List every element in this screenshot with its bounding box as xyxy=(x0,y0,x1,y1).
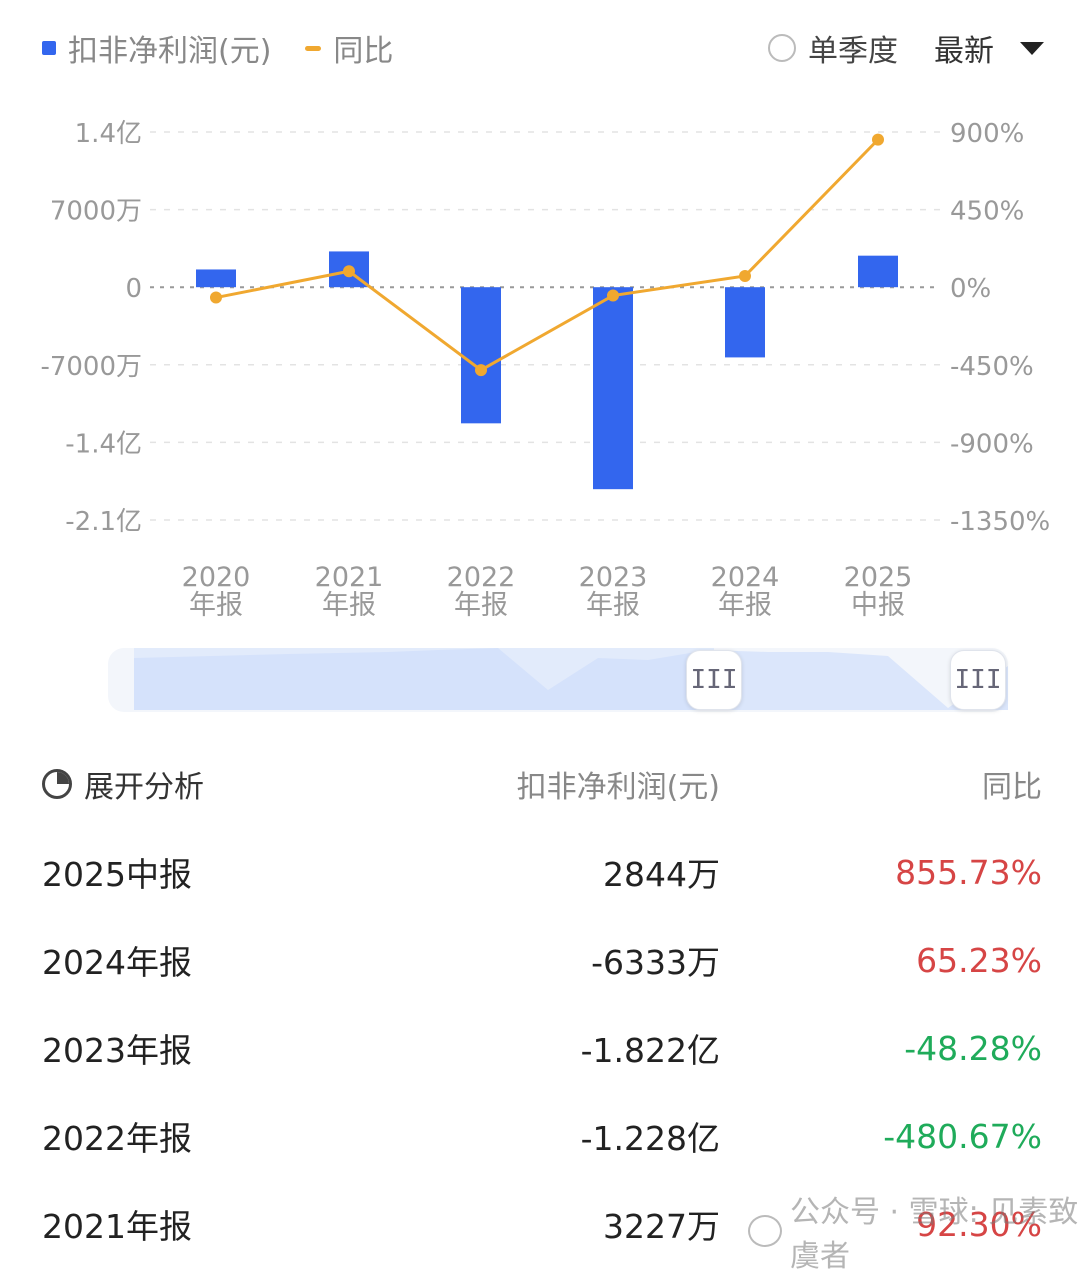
data-table: 2025中报 2844万 855.73% 2024年报 -6333万 65.23… xyxy=(42,828,1042,1268)
expand-analysis-label: 展开分析 xyxy=(84,770,204,805)
x-tick-label-type: 中报 xyxy=(851,590,905,621)
right-axis-tick-label: -450% xyxy=(950,352,1034,382)
row-yoy: -48.28% xyxy=(904,1028,1042,1068)
chart-legend: 扣非净利润(元) 同比 xyxy=(42,22,427,74)
watermark-text: 公众号 · 雪球: 见素致虞者 xyxy=(789,1195,1079,1274)
bar-2020年报[interactable] xyxy=(196,269,236,288)
row-yoy: -480.67% xyxy=(883,1116,1042,1156)
x-tick-label-type: 年报 xyxy=(718,590,772,621)
legend-bar-label: 扣非净利润(元) xyxy=(68,34,272,69)
bar-2023年报[interactable] xyxy=(593,287,633,490)
row-period: 2025中报 xyxy=(42,855,192,894)
column-header-value: 扣非净利润(元) xyxy=(516,770,720,805)
x-tick-label-year: 2022 xyxy=(447,562,516,593)
x-tick-label-year: 2025 xyxy=(844,562,913,593)
legend-line-label: 同比 xyxy=(333,34,394,69)
yoy-point-2025中报[interactable] xyxy=(872,133,884,146)
row-value: -1.228亿 xyxy=(580,1119,720,1158)
x-tick-label-year: 2024 xyxy=(711,562,780,593)
yoy-point-2022年报[interactable] xyxy=(475,364,487,377)
x-tick-label-type: 年报 xyxy=(454,590,508,621)
chevron-down-icon[interactable] xyxy=(1020,41,1044,55)
slider-end-handle[interactable]: III xyxy=(950,650,1006,710)
left-axis-tick-label: -1.4亿 xyxy=(65,429,142,459)
table-header: 展开分析 扣非净利润(元) 同比 xyxy=(42,756,1042,812)
right-axis-tick-label: -900% xyxy=(950,429,1034,459)
x-tick-label-type: 年报 xyxy=(189,590,243,621)
legend-item-bar[interactable]: 扣非净利润(元) xyxy=(42,26,271,70)
yoy-line xyxy=(215,138,880,372)
bar-swatch xyxy=(42,41,56,55)
yoy-point-2021年报[interactable] xyxy=(343,265,355,278)
x-tick-label-year: 2023 xyxy=(579,562,648,593)
row-yoy: 65.23% xyxy=(916,940,1042,980)
row-value: -1.822亿 xyxy=(580,1031,720,1070)
profit-chart: 1.4亿 7000万 0 -7000万 -1.4亿 -2.1亿 900% 450% 0% -450… xyxy=(40,119,1050,621)
x-tick-label-type: 年报 xyxy=(586,590,640,621)
row-yoy: 855.73% xyxy=(895,852,1042,892)
row-period: 2021年报 xyxy=(42,1207,192,1246)
expand-analysis-button[interactable]: 展开分析 xyxy=(42,762,204,806)
right-axis-tick-label: 0% xyxy=(950,274,991,304)
slider-start-handle[interactable]: III xyxy=(686,650,742,710)
table-row[interactable]: 2024年报 -6333万 65.23% xyxy=(42,916,1042,1004)
bar-2024年报[interactable] xyxy=(725,287,765,358)
left-axis-tick-label: -7000万 xyxy=(40,352,142,382)
row-period: 2023年报 xyxy=(42,1031,192,1070)
row-value: -6333万 xyxy=(591,943,720,982)
left-axis-tick-label: 0 xyxy=(125,274,142,304)
left-axis-tick-label: 1.4亿 xyxy=(75,119,142,149)
right-axis-tick-label: -1350% xyxy=(950,507,1050,537)
left-axis-tick-label: -2.1亿 xyxy=(65,507,142,537)
row-value: 3227万 xyxy=(603,1207,720,1246)
yoy-point-2024年报[interactable] xyxy=(739,269,751,282)
row-yoy: 92.30% xyxy=(916,1204,1042,1244)
table-row[interactable]: 2021年报 3227万 92.30% xyxy=(42,1180,1042,1268)
yoy-point-2020年报[interactable] xyxy=(210,291,222,304)
x-tick-label-year: 2020 xyxy=(182,562,251,593)
line-swatch xyxy=(305,45,322,51)
table-row[interactable]: 2025中报 2844万 855.73% xyxy=(42,828,1042,916)
x-tick-label-year: 2021 xyxy=(315,562,384,593)
wechat-logo-icon xyxy=(748,1215,782,1247)
chart-controls: 单季度 最新 xyxy=(768,22,1044,74)
bar-2022年报[interactable] xyxy=(461,287,501,424)
row-value: 2844万 xyxy=(603,855,720,894)
yoy-point-2023年报[interactable] xyxy=(607,289,619,302)
range-slider[interactable]: III III xyxy=(108,648,1008,712)
bar-2025中报[interactable] xyxy=(858,255,898,288)
x-tick-label-type: 年报 xyxy=(322,590,376,621)
single-quarter-radio[interactable] xyxy=(768,34,796,62)
table-row[interactable]: 2022年报 -1.228亿 -480.67% xyxy=(42,1092,1042,1180)
right-axis-tick-label: 900% xyxy=(950,119,1024,149)
table-row[interactable]: 2023年报 -1.822亿 -48.28% xyxy=(42,1004,1042,1092)
row-period: 2024年报 xyxy=(42,943,192,982)
period-select[interactable]: 最新 xyxy=(934,34,994,69)
pie-chart-icon xyxy=(42,769,72,799)
watermark: 公众号 · 雪球: 见素致虞者 xyxy=(748,1195,1080,1274)
row-period: 2022年报 xyxy=(42,1119,192,1158)
column-header-yoy: 同比 xyxy=(982,770,1042,805)
slider-preview xyxy=(108,648,1008,712)
legend-item-line[interactable]: 同比 xyxy=(305,26,393,70)
left-axis-tick-label: 7000万 xyxy=(50,197,142,227)
right-axis-tick-label: 450% xyxy=(950,197,1024,227)
single-quarter-label[interactable]: 单季度 xyxy=(808,34,898,69)
